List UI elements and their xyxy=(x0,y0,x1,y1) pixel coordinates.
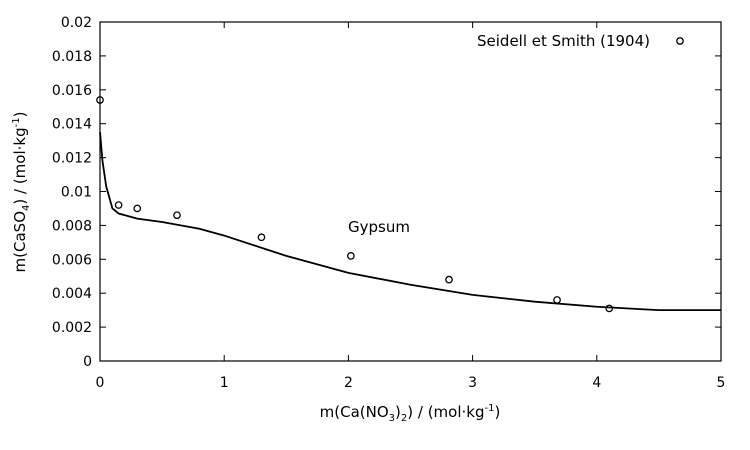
y-axis-label: m(CaSO4) / (mol·kg-1) xyxy=(11,112,32,273)
y-tick-label: 0.002 xyxy=(52,320,92,336)
model-curve-line xyxy=(99,132,721,312)
y-tick-label: 0.006 xyxy=(52,252,92,268)
data-point xyxy=(133,204,142,213)
data-points xyxy=(96,96,614,313)
y-tick-label: 0.014 xyxy=(52,117,92,133)
y-tick-labels: 0 0.002 0.004 0.006 0.008 0.01 0.012 0.014 0.016… xyxy=(52,15,92,370)
y-tick-label: 0 xyxy=(83,354,92,370)
y-tick-label: 0.018 xyxy=(52,49,92,65)
data-point xyxy=(445,275,453,284)
y-tick-label: 0.01 xyxy=(61,185,92,201)
data-point xyxy=(605,304,614,313)
data-point xyxy=(173,211,181,220)
plot-frame xyxy=(99,21,722,362)
x-tick-label: 5 xyxy=(717,375,726,391)
data-point xyxy=(257,233,266,242)
legend-label: Seidell et Smith (1904) xyxy=(477,32,650,50)
x-tick-label: 2 xyxy=(344,375,353,391)
x-axis-label: m(Ca(NO3)2) / (mol·kg-1) xyxy=(320,403,501,424)
x-tick-label: 4 xyxy=(592,375,601,391)
y-tick-label: 0.008 xyxy=(52,218,92,234)
data-point xyxy=(347,252,355,260)
y-tick-label: 0.012 xyxy=(52,151,92,167)
x-tick-label: 3 xyxy=(468,375,477,391)
y-tick-label: 0.02 xyxy=(61,15,92,31)
y-tick-label: 0.004 xyxy=(52,286,92,302)
y-tick-label: 0.016 xyxy=(52,83,92,99)
data-point xyxy=(96,96,104,104)
x-tick-label: 0 xyxy=(96,375,105,391)
tick-marks xyxy=(99,21,722,362)
annotation-gypsum: Gypsum xyxy=(348,218,410,236)
legend-marker xyxy=(676,37,684,45)
x-tick-labels: 0 1 2 3 4 5 xyxy=(96,375,726,391)
legend: Seidell et Smith (1904) xyxy=(477,32,684,50)
data-point xyxy=(114,201,123,209)
data-point xyxy=(553,296,561,304)
x-tick-label: 1 xyxy=(220,375,229,391)
